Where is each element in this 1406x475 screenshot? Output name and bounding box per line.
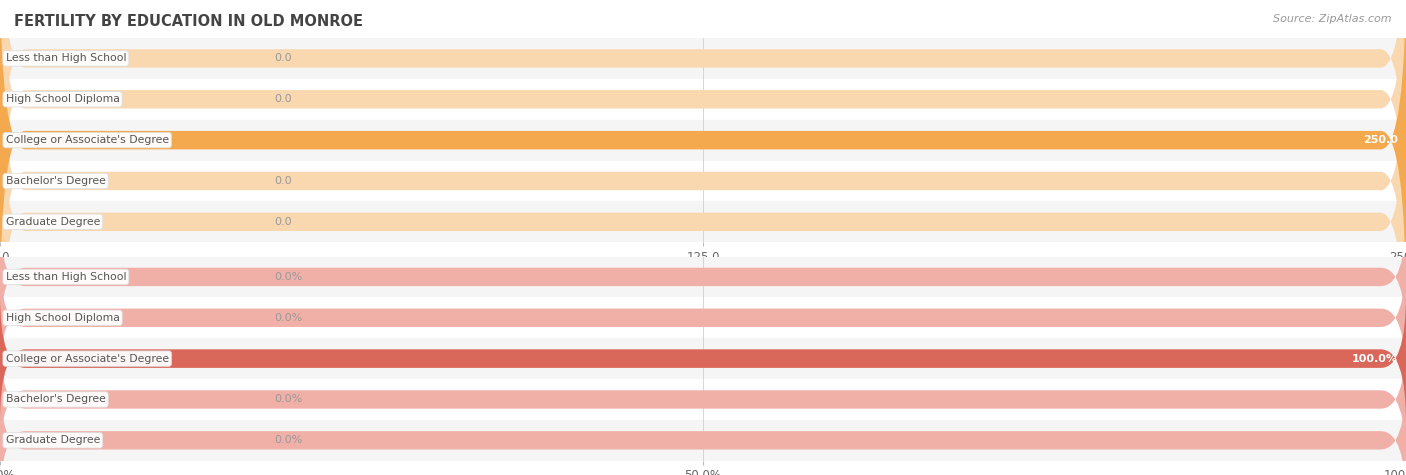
Bar	[0, 120, 1406, 161]
Text: College or Associate's Degree: College or Associate's Degree	[6, 135, 169, 145]
FancyBboxPatch shape	[0, 47, 1406, 397]
Text: 0.0%: 0.0%	[274, 272, 302, 282]
FancyBboxPatch shape	[0, 254, 1406, 382]
Bar	[0, 297, 1406, 338]
Text: 0.0: 0.0	[274, 217, 292, 227]
Text: 0.0%: 0.0%	[274, 394, 302, 405]
Text: 0.0: 0.0	[274, 53, 292, 64]
Text: FERTILITY BY EDUCATION IN OLD MONROE: FERTILITY BY EDUCATION IN OLD MONROE	[14, 14, 363, 29]
Bar	[0, 379, 1406, 420]
Bar	[0, 79, 1406, 120]
Bar	[0, 38, 1406, 79]
Text: Graduate Degree: Graduate Degree	[6, 435, 100, 446]
FancyBboxPatch shape	[0, 294, 1406, 423]
Text: 0.0: 0.0	[274, 94, 292, 104]
FancyBboxPatch shape	[0, 0, 1406, 274]
FancyBboxPatch shape	[0, 6, 1406, 356]
Text: 0.0%: 0.0%	[274, 313, 302, 323]
FancyBboxPatch shape	[0, 294, 1406, 423]
Text: 0.0%: 0.0%	[274, 435, 302, 446]
FancyBboxPatch shape	[0, 0, 1406, 233]
FancyBboxPatch shape	[0, 335, 1406, 464]
Text: 0.0: 0.0	[274, 176, 292, 186]
Bar	[0, 161, 1406, 201]
Bar	[0, 420, 1406, 461]
Text: College or Associate's Degree: College or Associate's Degree	[6, 353, 169, 364]
FancyBboxPatch shape	[0, 0, 1406, 315]
Text: High School Diploma: High School Diploma	[6, 313, 120, 323]
Text: Less than High School: Less than High School	[6, 272, 127, 282]
Text: High School Diploma: High School Diploma	[6, 94, 120, 104]
Text: 250.0: 250.0	[1362, 135, 1398, 145]
Bar	[0, 201, 1406, 242]
Text: Source: ZipAtlas.com: Source: ZipAtlas.com	[1274, 14, 1392, 24]
Text: Bachelor's Degree: Bachelor's Degree	[6, 394, 105, 405]
Text: Graduate Degree: Graduate Degree	[6, 217, 100, 227]
Text: 100.0%: 100.0%	[1351, 353, 1398, 364]
Bar	[0, 256, 1406, 297]
FancyBboxPatch shape	[0, 376, 1406, 475]
FancyBboxPatch shape	[0, 0, 1406, 315]
Text: Less than High School: Less than High School	[6, 53, 127, 64]
Bar	[0, 338, 1406, 379]
Text: Bachelor's Degree: Bachelor's Degree	[6, 176, 105, 186]
FancyBboxPatch shape	[0, 213, 1406, 341]
